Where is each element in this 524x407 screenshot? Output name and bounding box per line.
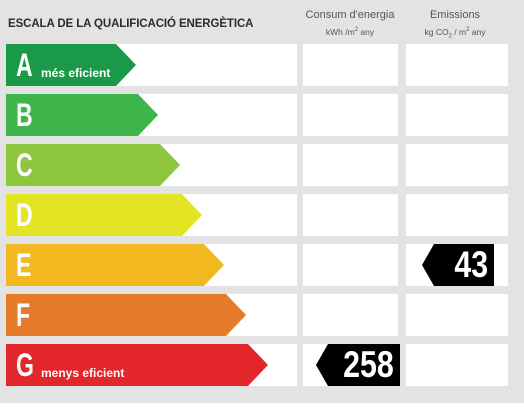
band-e: E: [6, 244, 224, 286]
band-arrow-shape: [6, 94, 158, 136]
rating-arrow-shape: [316, 344, 400, 386]
band-arrow-shape: [6, 344, 268, 386]
scale-title: ESCALA DE LA QUALIFICACIÓ ENERGÈTICA: [8, 18, 254, 30]
cell-energy-e: [303, 244, 398, 286]
band-arrow-shape: [6, 294, 246, 336]
band-c: C: [6, 144, 180, 186]
band-letter: F: [16, 296, 31, 333]
band-arrow-shape: [6, 244, 224, 286]
band-letter: C: [16, 146, 33, 183]
band-sublabel: més eficient: [41, 66, 111, 80]
band-letter: E: [16, 246, 32, 283]
cell-energy-f: [303, 294, 398, 336]
band-arrow-shape: [6, 144, 180, 186]
cell-emissions-b: [406, 94, 508, 136]
cell-emissions-f: [406, 294, 508, 336]
band-sublabel: menys eficient: [41, 366, 125, 380]
energy-rating-indicator: 258: [316, 344, 400, 386]
emissions-column-title: Emissions: [429, 9, 481, 21]
band-b: B: [6, 94, 158, 136]
band-arrow-shape: [6, 194, 202, 236]
band-d: D: [6, 194, 202, 236]
emissions-rating-indicator: 43: [422, 244, 494, 286]
cell-emissions-d: [406, 194, 508, 236]
cell-emissions-g: [406, 344, 508, 386]
cell-energy-a: [303, 44, 398, 86]
cell-energy-c: [303, 144, 398, 186]
band-letter: G: [16, 346, 34, 383]
rating-arrow-shape: [422, 244, 494, 286]
energy-column-unit: kWh /m2 any: [325, 26, 375, 37]
band-arrow-shape: [6, 44, 136, 86]
cell-emissions-c: [406, 144, 508, 186]
emissions-column-header: Emissions kg CO2 / m2 any: [406, 9, 504, 43]
band-letter: D: [16, 196, 33, 233]
emissions-column-unit: kg CO2 / m2 any: [424, 26, 486, 40]
energy-column-header: Consum d'energia kWh /m2 any: [303, 9, 397, 38]
band-f: F: [6, 294, 246, 336]
energy-rating-value: 258: [343, 344, 394, 385]
cell-energy-d: [303, 194, 398, 236]
band-letter: B: [16, 96, 33, 133]
band-letter: A: [16, 46, 33, 83]
cell-energy-b: [303, 94, 398, 136]
cell-emissions-a: [406, 44, 508, 86]
emissions-rating-value: 43: [454, 244, 488, 285]
energy-column-title: Consum d'energia: [305, 9, 395, 21]
